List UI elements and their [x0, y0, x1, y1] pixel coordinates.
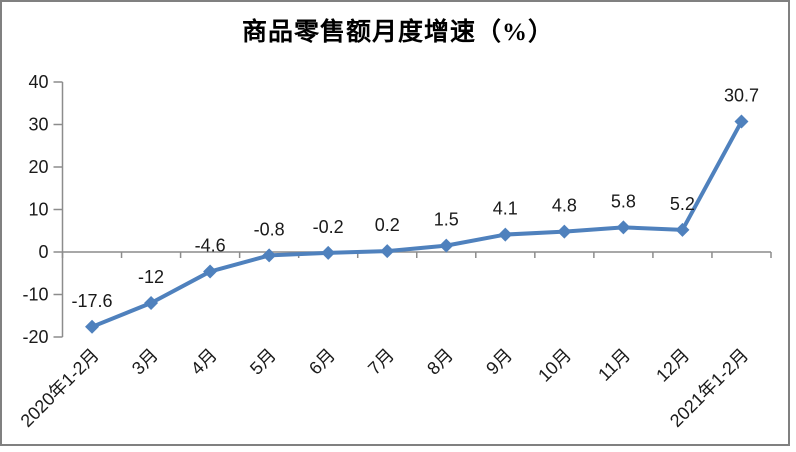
- y-axis-tick-label: 20: [28, 157, 48, 177]
- data-point-marker: [380, 244, 395, 259]
- data-point-label: -17.6: [72, 291, 113, 311]
- x-axis-tick-label: 9月: [482, 345, 516, 379]
- data-point-marker: [734, 114, 749, 129]
- data-point-marker: [321, 245, 336, 260]
- data-point-label: -0.2: [313, 217, 344, 237]
- data-point-label: -0.8: [254, 219, 285, 239]
- data-point-marker: [203, 264, 218, 279]
- y-axis-tick-label: 10: [28, 200, 48, 220]
- x-axis-tick-label: 12月: [652, 345, 693, 386]
- data-point-marker: [439, 238, 454, 253]
- x-axis-tick-label: 10月: [534, 345, 575, 386]
- x-axis-tick-label: 7月: [364, 345, 398, 379]
- x-axis-tick-label: 8月: [423, 345, 457, 379]
- data-point-label: 5.8: [611, 191, 636, 211]
- chart-title: 商品零售额月度增速（%）: [241, 19, 554, 46]
- x-axis-tick-label: 2020年1-2月: [17, 345, 103, 431]
- x-axis-tick-label: 6月: [305, 345, 339, 379]
- series-line: [90, 119, 744, 329]
- y-axis-tick-label: 0: [38, 242, 48, 262]
- data-point-marker: [616, 220, 631, 235]
- data-point-marker: [85, 319, 100, 334]
- data-point-marker: [557, 224, 572, 239]
- data-point-marker: [262, 248, 277, 263]
- chart-frame: [0, 0, 790, 446]
- x-axis-tick-label: 3月: [128, 345, 162, 379]
- data-point-label: 0.2: [375, 215, 400, 235]
- x-axis-tick-label: 11月: [594, 345, 634, 385]
- x-axis-tick-label: 5月: [246, 345, 280, 379]
- data-point-label: -12: [138, 267, 164, 287]
- y-axis-tick-label: 40: [28, 72, 48, 92]
- y-axis-tick-label: -20: [22, 327, 48, 347]
- x-axis-tick-label: 4月: [187, 345, 221, 379]
- data-point-label: -4.6: [195, 236, 226, 256]
- data-point-label: 5.2: [670, 194, 695, 214]
- data-point-label: 30.7: [724, 86, 759, 106]
- y-axis-tick-label: -10: [22, 285, 48, 305]
- data-point-label: 4.1: [493, 199, 518, 219]
- data-point-label: 4.8: [552, 196, 577, 216]
- data-point-label: 1.5: [434, 210, 459, 230]
- data-point-marker: [498, 227, 513, 242]
- data-point-marker: [675, 222, 690, 237]
- data-point-marker: [144, 296, 159, 310]
- y-axis-tick-label: 30: [28, 115, 48, 135]
